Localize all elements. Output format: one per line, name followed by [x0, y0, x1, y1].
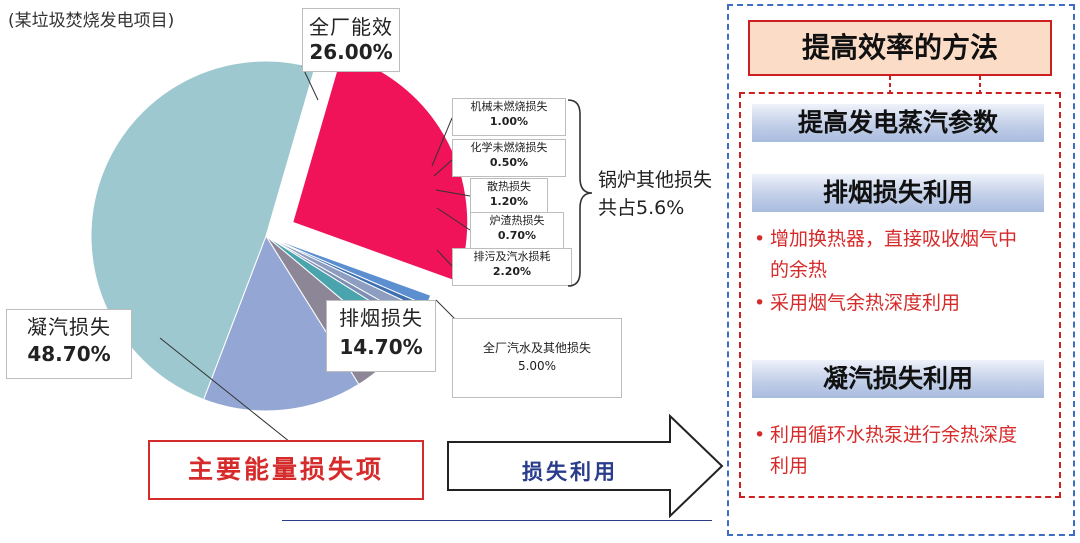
small-value: 1.00%: [489, 115, 529, 128]
small-label-chemical: 化学未燃烧损失 0.50%: [452, 139, 566, 177]
pie-slice: [202, 234, 360, 412]
leader-line: [433, 159, 453, 177]
pie-slice: [292, 53, 469, 283]
leader-line: [436, 249, 453, 267]
leader-line: [431, 117, 453, 167]
small-name: 散热损失: [487, 180, 531, 193]
methods-panel: [727, 4, 1075, 536]
methods-title: 提高效率的方法: [748, 20, 1052, 76]
flue-value: 14.70%: [339, 335, 423, 359]
leader-line: [159, 337, 296, 447]
small-label-blowdown: 排污及汽水损耗 2.20%: [452, 248, 572, 286]
leader-line: [435, 189, 471, 197]
small-label-mechanical: 机械未燃烧损失 1.00%: [452, 98, 566, 136]
small-value: 1.20%: [489, 195, 529, 208]
chart-subtitle: (某垃圾焚烧发电项目): [8, 11, 175, 31]
bullet-text: 采用烟气余热深度利用: [770, 292, 961, 314]
flue-label: 排烟损失 14.70%: [326, 300, 436, 372]
boiler-other-loss-label: 锅炉其他损失共占5.6%: [598, 166, 728, 222]
efficiency-value: 26.00%: [309, 40, 393, 64]
small-value: 2.20%: [492, 265, 532, 278]
small-name: 机械未燃烧损失: [470, 100, 548, 113]
small-name: 炉渣热损失: [489, 214, 545, 227]
efficiency-name: 全厂能效: [309, 15, 393, 39]
group-brace: [567, 99, 593, 287]
bullet-flue-1: • 增加换热器，直接吸收烟气中的余热: [752, 224, 1052, 286]
methods-inner-panel: [739, 92, 1061, 498]
small-label-radiation: 散热损失 1.20%: [470, 178, 548, 216]
bullet-dot: •: [754, 228, 766, 250]
small-name: 排污及汽水损耗: [473, 250, 551, 263]
bullet-flue-2: • 采用烟气余热深度利用: [752, 288, 1052, 319]
pie-slice: [90, 60, 316, 401]
group-label-text: 锅炉其他损失共占: [598, 169, 713, 219]
small-value: 0.70%: [497, 229, 537, 242]
group-label-pct: 5.6%: [636, 197, 685, 219]
header-flue-loss: 排烟损失利用: [752, 174, 1044, 212]
bullet-text: 增加换热器，直接吸收烟气中的余热: [770, 228, 1018, 281]
arrow-shape: [447, 414, 724, 518]
small-value: 0.50%: [489, 156, 529, 169]
leader-line: [436, 207, 471, 231]
arrow-label: 损失利用: [522, 459, 618, 484]
bullet-dot: •: [754, 424, 766, 446]
header-condensing-loss: 凝汽损失利用: [752, 360, 1044, 398]
condensing-label: 凝汽损失 48.70%: [6, 309, 132, 379]
bullet-text: 利用循环水热泵进行余热深度利用: [770, 424, 1018, 477]
other-total-value: 5.00%: [517, 359, 557, 373]
condensing-value: 48.70%: [27, 342, 111, 366]
efficiency-label: 全厂能效 26.00%: [302, 8, 400, 72]
leader-line: [435, 299, 457, 321]
bullet-condensing-1: • 利用循环水热泵进行余热深度利用: [752, 420, 1052, 482]
other-total-label: 全厂汽水及其他损失 5.00%: [452, 318, 622, 398]
condensing-name: 凝汽损失: [27, 315, 111, 339]
bottom-divider: [282, 520, 712, 521]
main-loss-box: 主要能量损失项: [148, 440, 424, 500]
other-total-name: 全厂汽水及其他损失: [482, 341, 591, 355]
small-label-slag: 炉渣热损失 0.70%: [470, 212, 564, 250]
bullet-dot: •: [754, 292, 766, 314]
small-name: 化学未燃烧损失: [470, 141, 548, 154]
flue-name: 排烟损失: [339, 306, 423, 330]
connector-lines: [889, 76, 981, 94]
header-steam-params: 提高发电蒸汽参数: [752, 104, 1044, 142]
